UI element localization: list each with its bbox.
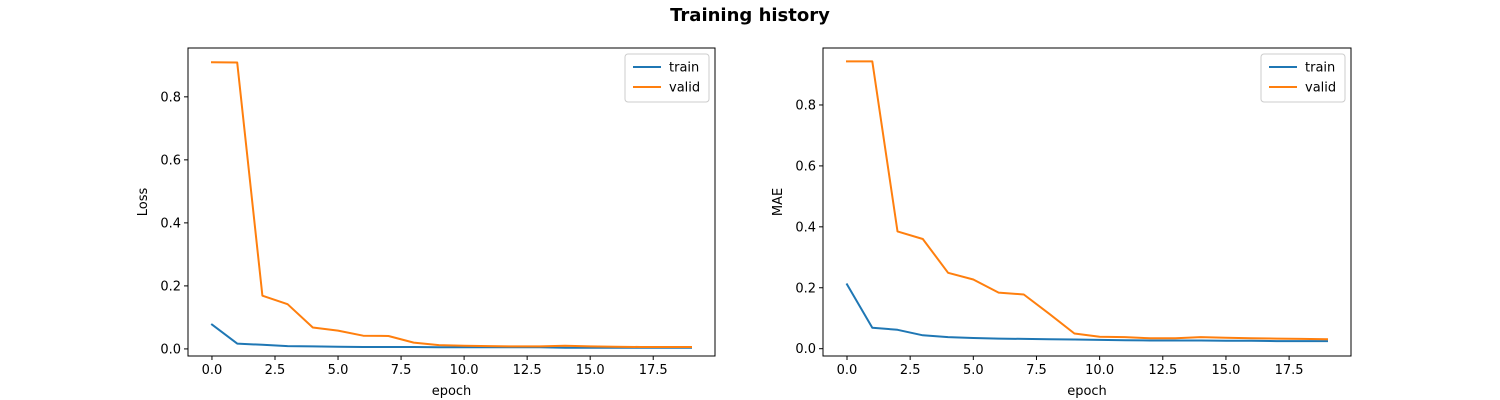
x-axis-label: epoch <box>1067 384 1107 399</box>
y-tick-label: 0.4 <box>160 216 181 231</box>
x-tick-label: 5.0 <box>963 363 984 378</box>
y-tick-label: 0.0 <box>795 342 816 357</box>
legend-label-train: train <box>1305 61 1335 76</box>
y-tick-label: 0.6 <box>160 153 181 168</box>
x-tick-label: 10.0 <box>1085 363 1114 378</box>
chart-1: 0.0 2.5 5.0 7.5 10.0 12.5 15.0 17.5 0.0 0.2 0.4 0.6… <box>136 47 716 399</box>
chart-2: 0.0 2.5 5.0 7.5 10.0 12.5 15.0 17.5 0.0 0.2 0.4 0.6… <box>771 47 1352 399</box>
y-tick-label: 0.8 <box>160 90 181 105</box>
x-tick-label: 0.0 <box>202 363 223 378</box>
x-tick-label: 15.0 <box>576 363 605 378</box>
y-tick-label: 0.0 <box>160 342 181 357</box>
legend-label-train: train <box>669 61 699 76</box>
x-tick-label: 7.5 <box>1026 363 1047 378</box>
series-line-valid <box>846 60 1329 341</box>
x-axis-label: epoch <box>432 384 472 399</box>
series-line-train <box>845 283 1328 343</box>
x-tick-label: 0.0 <box>837 363 858 378</box>
x-tick-label: 12.5 <box>513 363 542 378</box>
y-tick-label: 0.8 <box>795 98 816 113</box>
y-axis-label: Loss <box>136 188 151 217</box>
y-tick-label: 0.2 <box>795 281 816 296</box>
x-tick-label: 5.0 <box>328 363 349 378</box>
x-tick-label: 2.5 <box>265 363 286 378</box>
x-tick-label: 12.5 <box>1148 363 1177 378</box>
x-tick-label: 7.5 <box>391 363 412 378</box>
x-tick-label: 10.0 <box>450 363 479 378</box>
y-axis-label: MAE <box>771 188 786 216</box>
y-tick-label: 0.4 <box>795 220 816 235</box>
axes-frame <box>822 47 1352 357</box>
x-tick-label: 15.0 <box>1211 363 1240 378</box>
legend-label-valid: valid <box>669 81 700 96</box>
x-tick-label: 2.5 <box>900 363 921 378</box>
x-tick-label: 17.5 <box>1275 363 1304 378</box>
y-tick-label: 0.6 <box>795 159 816 174</box>
series-line-train <box>210 323 692 349</box>
figure-title: Training history <box>670 5 830 26</box>
x-tick-label: 17.5 <box>639 363 668 378</box>
series-line-valid <box>210 61 692 348</box>
legend-label-valid: valid <box>1305 81 1336 96</box>
y-tick-label: 0.2 <box>160 279 181 294</box>
axes-frame <box>187 47 716 357</box>
